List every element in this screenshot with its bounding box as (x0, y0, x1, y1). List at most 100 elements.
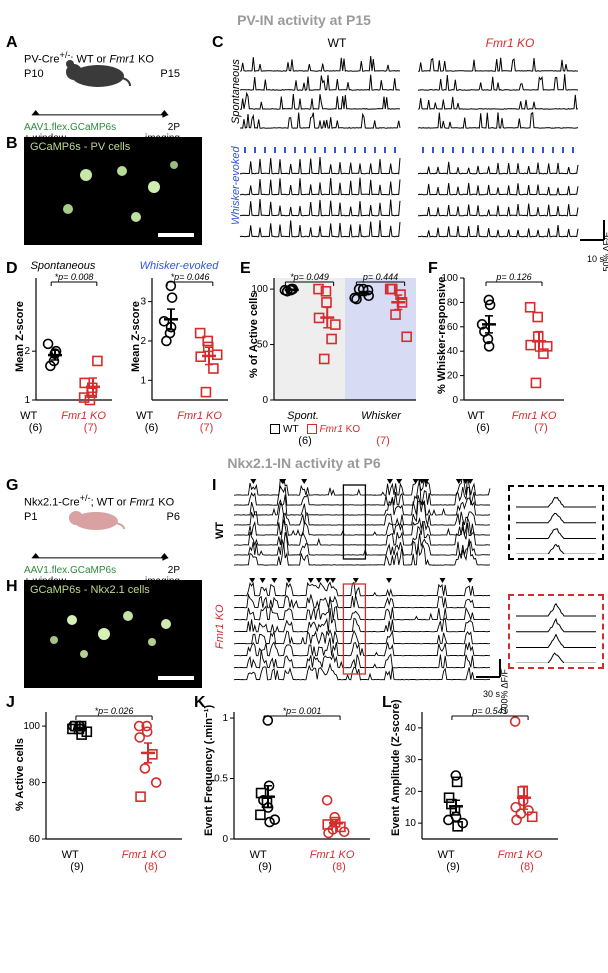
svg-text:*p= 0.049: *p= 0.049 (290, 272, 329, 282)
n-wt: (9) (70, 861, 83, 873)
panel-G-schematic: G Nkx2.1-Cre+/-; WT or Fmr1 KO P1 P6 (8, 479, 186, 574)
panel-E: E % of Active cells 050100*p= 0.049p= 0.… (242, 262, 422, 447)
svg-text:*p= 0.001: *p= 0.001 (283, 706, 322, 716)
panel-L: L Event Amplitude (Z-score) 10203040p= 0… (384, 696, 564, 873)
svg-text:60: 60 (29, 834, 41, 845)
panel-label-B: B (6, 135, 18, 153)
F-ylab: % Whisker-responsive (436, 277, 448, 394)
panel-D: D Spontaneous Mean Z-score 12*p= 0.008 W… (8, 262, 234, 447)
C-col2: Fmr1 KO (486, 36, 535, 50)
I-inset-ko (508, 594, 604, 669)
G-t2: P6 (167, 511, 180, 523)
svg-text:20: 20 (405, 786, 417, 797)
panel-I: I WT Fmr1 KO 200% ΔF/F 30 s (210, 479, 604, 688)
C-row1-label: Spontaneous (230, 59, 242, 124)
svg-text:0: 0 (262, 395, 268, 406)
I-wt-traces (230, 479, 500, 567)
I-wt-label: WT (214, 522, 226, 539)
svg-text:40: 40 (405, 723, 417, 734)
n-wt: (6) (145, 422, 158, 434)
G-img: 2P (145, 565, 180, 576)
L-plot: 10 20 30 40 p= 0.541 (384, 696, 564, 851)
n-wt: (9) (446, 861, 459, 873)
E-plot: 050100*p= 0.049p= 0.444 (242, 262, 422, 412)
n-ko: (7) (534, 422, 547, 434)
C-col1: WT (328, 36, 347, 50)
panel-J: J % Active cells 6080100*p= 0.026 WTFmr1… (8, 696, 188, 873)
svg-text:30: 30 (405, 755, 417, 766)
mouse-icon (60, 56, 132, 90)
xcat-wt: WT (468, 410, 485, 422)
xcat-wt: WT (250, 849, 267, 861)
A-t2: P15 (160, 68, 180, 80)
panel-C: C WT Fmr1 KO Spontaneous Whisker-evoked … (210, 36, 604, 254)
n-ko: (8) (332, 861, 345, 873)
svg-text:p= 0.541: p= 0.541 (471, 706, 507, 716)
I-ko-label: Fmr1 KO (214, 604, 226, 649)
scalebar-icon (158, 233, 194, 237)
xcat-wt: WT (438, 849, 455, 861)
section1-title: PV-IN activity at P15 (8, 12, 600, 28)
panel-label-A: A (6, 34, 18, 52)
n-ko: (7) (84, 422, 97, 434)
D-right-title: Whisker-evoked (124, 260, 234, 272)
C-scale-x: 10 s (587, 254, 604, 264)
n-ko: (8) (520, 861, 533, 873)
panel-label-I: I (212, 477, 216, 495)
panel-F: F % Whisker-responsive 020406080100p= 0.… (430, 262, 570, 447)
I-inset-wt (508, 485, 604, 560)
svg-text:1: 1 (222, 713, 228, 724)
svg-text:0: 0 (222, 834, 228, 845)
svg-text:p= 0.444: p= 0.444 (362, 272, 398, 282)
xcat-ko: Fmr1 KO (512, 410, 557, 422)
pup-icon (60, 499, 132, 533)
svg-text:*p= 0.008: *p= 0.008 (55, 272, 94, 282)
D-left-title: Spontaneous (8, 260, 118, 272)
n-wt: (6) (476, 422, 489, 434)
xcat-wt: WT (20, 410, 37, 422)
K-ylab: Event Frequency (.min⁻¹) (202, 705, 215, 836)
C-scale-y: 50% ΔF/F (602, 232, 608, 272)
n-wt: (6) (29, 422, 42, 434)
xcat-ko: Fmr1 KO (177, 410, 222, 422)
n-wt: (9) (258, 861, 271, 873)
xcat-ko: Fmr1 KO (61, 410, 106, 422)
panel-H: H GCaMP6s - Nkx2.1 cells (8, 580, 202, 688)
C-row2-label: Whisker-evoked (230, 146, 242, 225)
svg-text:20: 20 (447, 371, 459, 382)
xcat-wt: WT (136, 410, 153, 422)
G-inj: AAV1.flex.GCaMP6s (24, 565, 116, 576)
svg-text:0: 0 (452, 395, 458, 406)
I-ko-traces (230, 578, 500, 682)
J-plot: 6080100*p= 0.026 (8, 696, 188, 851)
xcat-wt: WT (62, 849, 79, 861)
svg-text:40: 40 (447, 346, 459, 357)
E-ylab: % of Active cells (248, 292, 260, 378)
section2-title: Nkx2.1-IN activity at P6 (8, 455, 600, 471)
panel-label-F: F (428, 260, 438, 278)
svg-text:1: 1 (24, 395, 30, 406)
panel-A-schematic: A PV-Cre+/-; WT or Fmr1 KO P10 P15 (8, 36, 186, 131)
A-inj: AAV1.flex.GCaMP6s (24, 122, 116, 133)
D-left-ylab: Mean Z-score (14, 301, 26, 372)
svg-text:0.5: 0.5 (214, 774, 228, 785)
svg-text:p= 0.126: p= 0.126 (495, 272, 531, 282)
xcat-ko: Fmr1 KO (310, 849, 355, 861)
svg-text:10: 10 (405, 818, 417, 829)
panel-label-H: H (6, 578, 18, 596)
svg-text:100: 100 (23, 721, 40, 732)
svg-text:1: 1 (140, 375, 146, 386)
C-whisker-traces (234, 145, 604, 249)
panel-label-C: C (212, 34, 224, 52)
E-xlab1: Spont. (287, 410, 319, 422)
E-legend: WT Fmr1 KO (270, 424, 422, 435)
micrograph-H: GCaMP6s - Nkx2.1 cells (24, 580, 202, 688)
panel-K: K Event Frequency (.min⁻¹) 00.51*p= 0.00… (196, 696, 376, 873)
K-plot: 0 0.5 1 *p= 0.001 (196, 696, 376, 851)
n-wt: (6) (298, 435, 311, 447)
scalebar-icon (158, 676, 194, 680)
svg-text:60: 60 (447, 322, 459, 333)
panel-label-G: G (6, 477, 18, 495)
xcat-ko: Fmr1 KO (122, 849, 167, 861)
L-ylab: Event Amplitude (Z-score) (390, 700, 402, 837)
